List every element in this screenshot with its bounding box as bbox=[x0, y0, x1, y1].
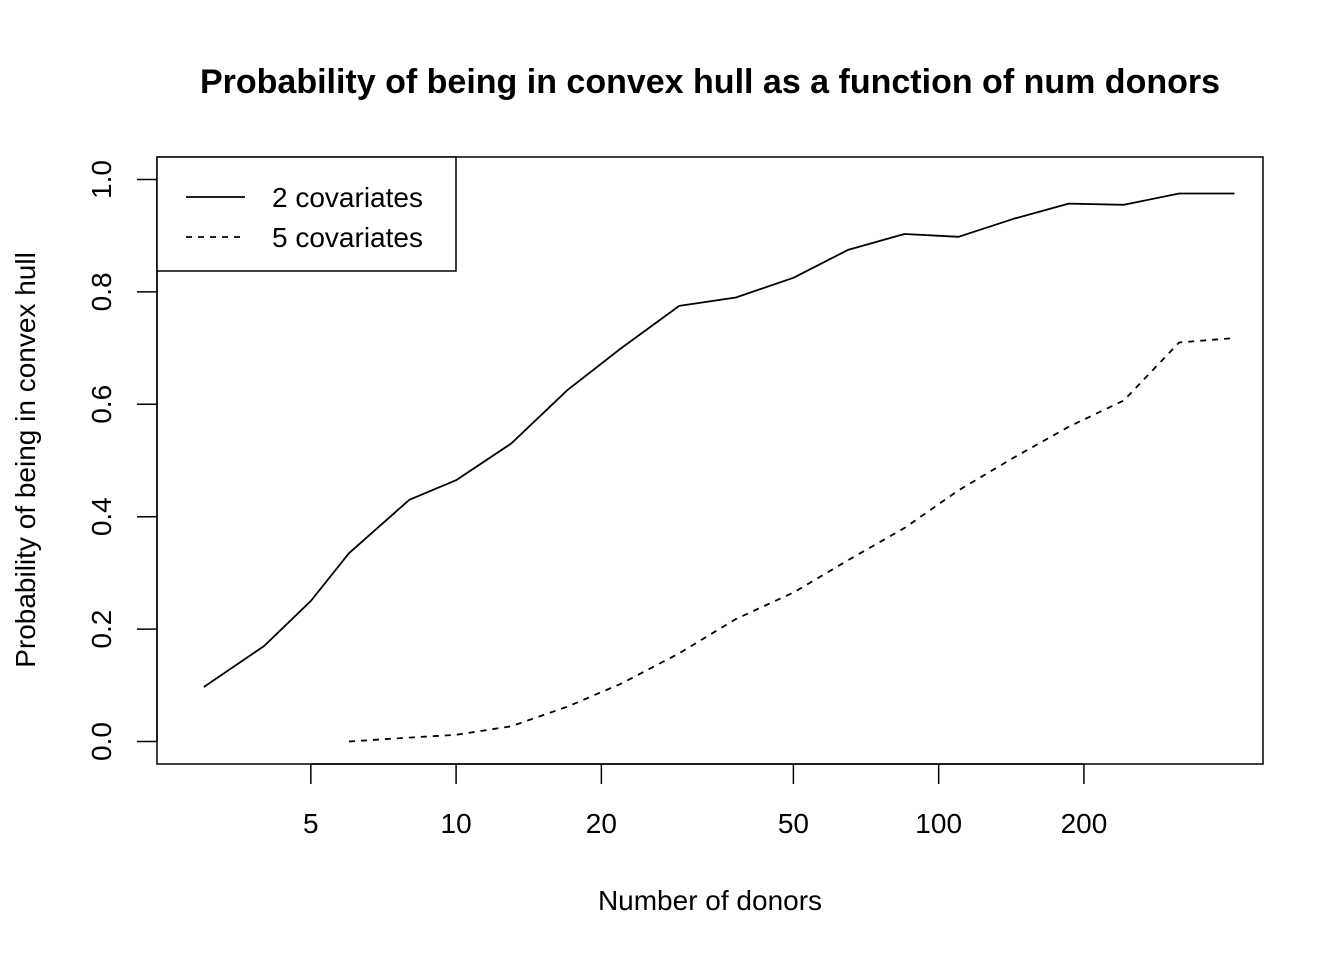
legend-box bbox=[156, 156, 457, 272]
y-tick-label: 0.4 bbox=[86, 497, 117, 536]
x-tick-label: 50 bbox=[778, 808, 809, 839]
x-axis: 5 10 20 50 100 200 bbox=[303, 763, 1108, 839]
x-tick-label: 5 bbox=[303, 808, 319, 839]
x-tick-label: 10 bbox=[441, 808, 472, 839]
y-tick-label: 0.8 bbox=[86, 272, 117, 311]
x-tick-label: 200 bbox=[1061, 808, 1108, 839]
legend-label-2: 5 covariates bbox=[272, 222, 423, 253]
y-axis: 0.0 0.2 0.4 0.6 0.8 1.0 bbox=[86, 160, 158, 761]
x-tick-label: 20 bbox=[586, 808, 617, 839]
series-line-2 bbox=[348, 337, 1235, 743]
y-axis-title: Probability of being in convex hull bbox=[10, 252, 41, 668]
y-tick-label: 0.6 bbox=[86, 385, 117, 424]
x-tick-label: 100 bbox=[915, 808, 962, 839]
chart-title: Probability of being in convex hull as a… bbox=[200, 63, 1220, 101]
legend-label-1: 2 covariates bbox=[272, 182, 423, 213]
y-tick-label: 0.2 bbox=[86, 610, 117, 649]
series-line-1 bbox=[203, 192, 1235, 688]
series-layer bbox=[203, 192, 1235, 743]
legend: 2 covariates 5 covariates bbox=[156, 156, 457, 272]
y-tick-label: 1.0 bbox=[86, 160, 117, 199]
x-axis-title: Number of donors bbox=[598, 885, 822, 916]
y-tick-label: 0.0 bbox=[86, 722, 117, 761]
